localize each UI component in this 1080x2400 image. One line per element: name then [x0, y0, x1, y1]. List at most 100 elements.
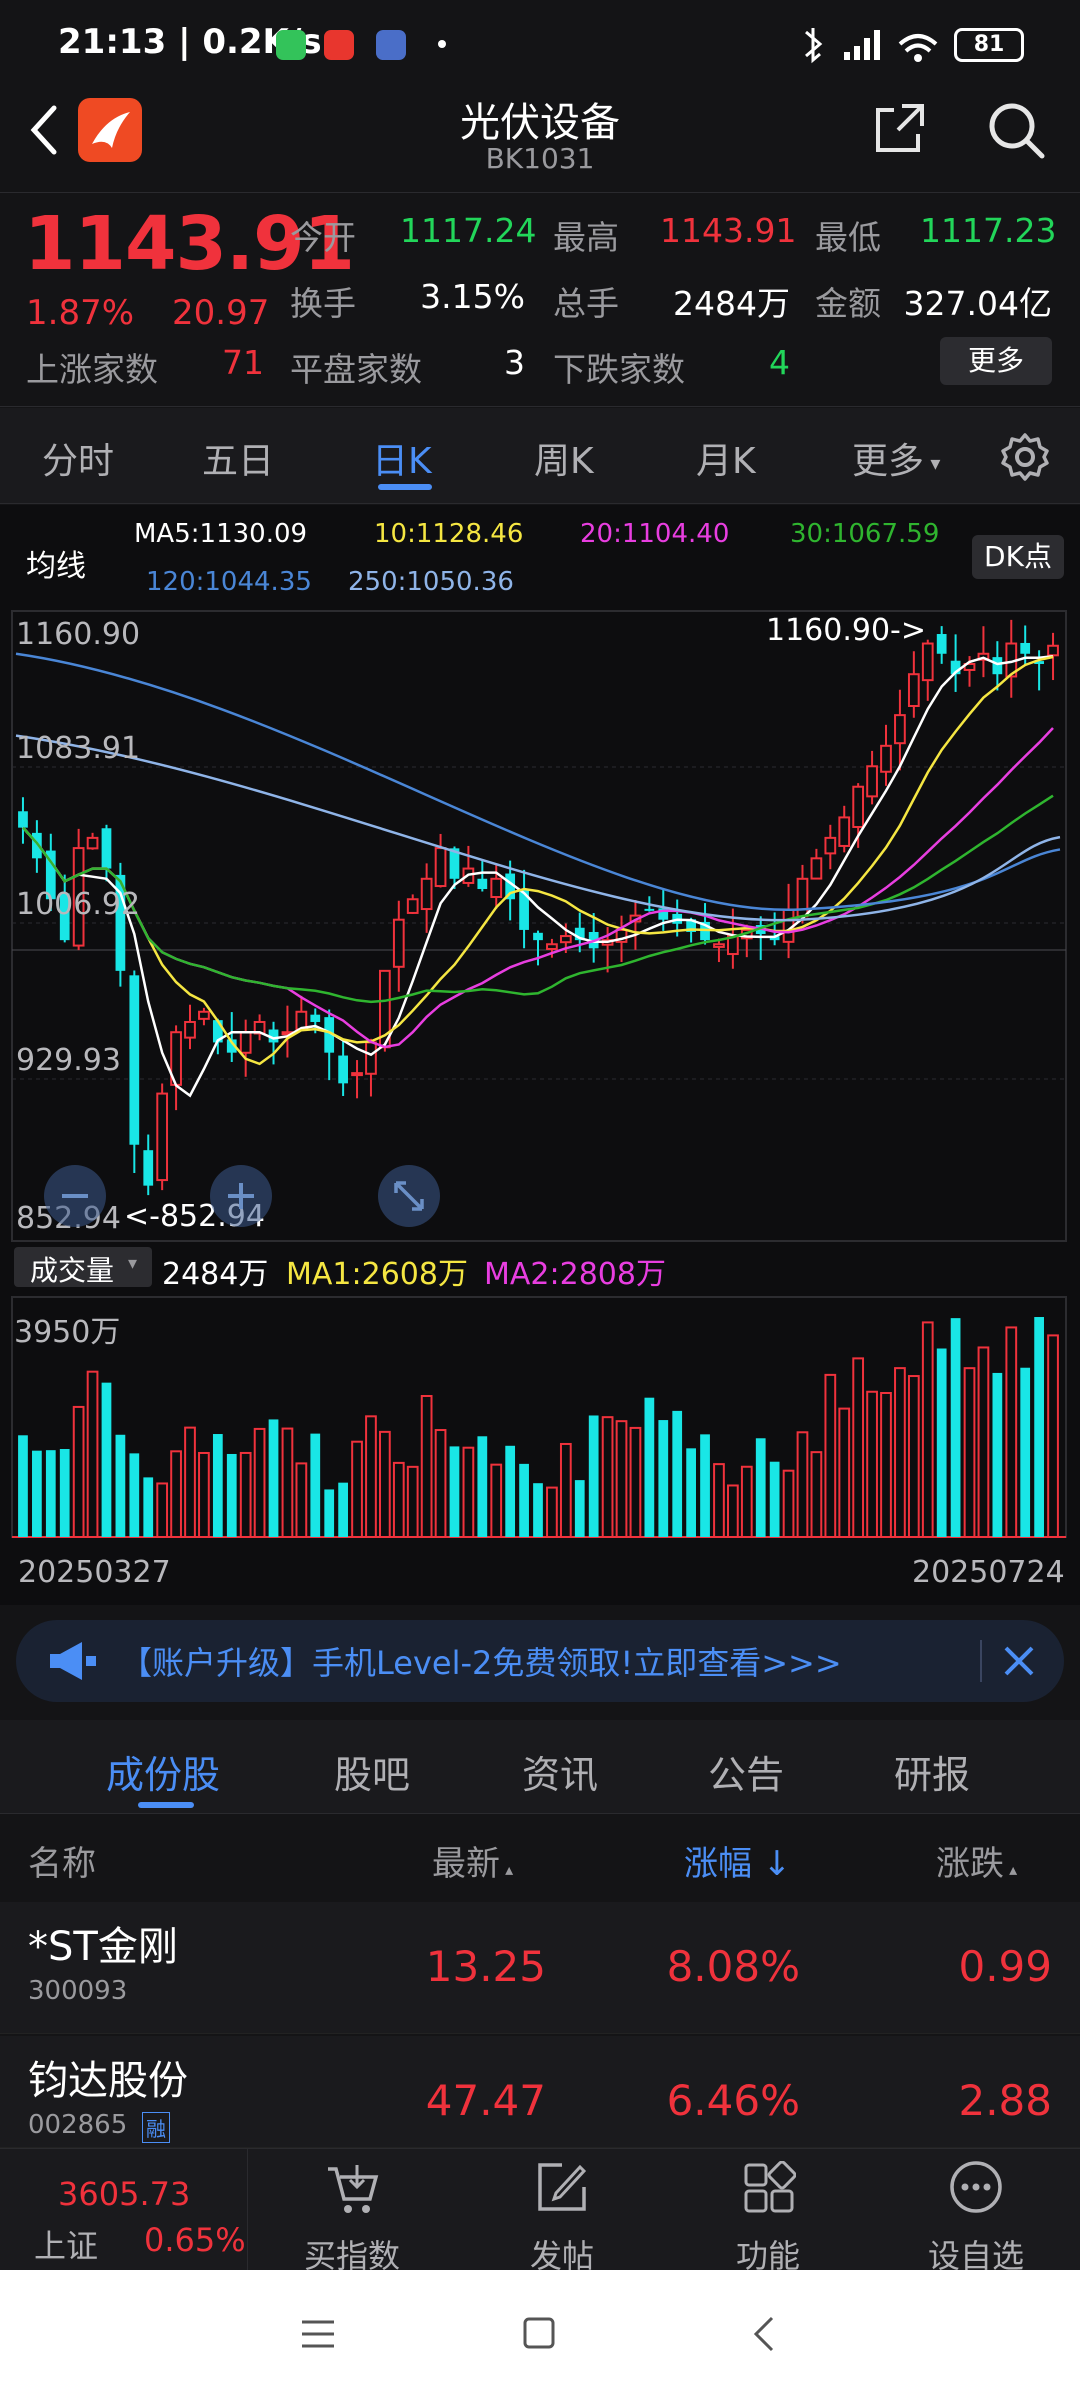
candle — [880, 744, 892, 773]
volume-bar — [810, 1451, 823, 1538]
active-subtab-indicator — [138, 1802, 194, 1808]
dk-point-button[interactable]: DK点 — [972, 535, 1064, 579]
margin-badge: 融 — [142, 2112, 170, 2143]
volume-bar — [310, 1433, 321, 1537]
buy-index-button[interactable]: 买指数 — [272, 2149, 432, 2275]
tab-constituents[interactable]: 成份股 — [106, 1753, 221, 1797]
status-bar: 21:13 | 0.2K/s 81 — [0, 0, 1080, 90]
volume-bar — [782, 1469, 795, 1538]
candle — [866, 765, 878, 798]
add-watchlist-button[interactable]: 设自选 — [896, 2149, 1056, 2275]
open-value: 1117.24 — [400, 211, 537, 250]
bottom-bar: 3605.73 上证 0.65% 买指数 发帖 功能 设自选 — [0, 2148, 1080, 2275]
volume-bar — [324, 1489, 335, 1537]
candle — [1047, 644, 1059, 657]
back-arrow-icon[interactable] — [22, 100, 66, 160]
fullscreen-button[interactable] — [378, 1165, 440, 1227]
tab-intraday[interactable]: 分时 — [42, 441, 115, 482]
volume-value: 2484万 — [673, 284, 790, 323]
candle — [392, 918, 405, 968]
table-header: 名称 最新 ▴ 涨幅 ↓ 涨跌 ▴ — [0, 1814, 1080, 1900]
volume-bar — [838, 1407, 851, 1538]
volume-indicator-label: 成交量 — [30, 1254, 115, 1287]
table-row[interactable]: 钧达股份 002865 融 47.47 6.46% 2.88 — [0, 2036, 1080, 2148]
promo-banner[interactable]: 【账户升级】手机Level-2免费领取!立即查看>>> — [16, 1620, 1064, 1702]
y-label-1: 1160.90 — [16, 617, 141, 652]
period-tabs: 分时 五日 日K 周K 月K 更多 ▾ — [0, 408, 1080, 504]
col-change-label: 涨跌 — [936, 1844, 1004, 1884]
home-icon[interactable] — [522, 2316, 556, 2350]
cart-icon — [328, 2165, 379, 2213]
volume-bar — [963, 1367, 976, 1539]
ma20-value: 20:1104.40 — [580, 519, 730, 549]
more-button[interactable]: 更多 — [940, 337, 1052, 385]
toutiao-notification-icon — [324, 30, 354, 60]
post-button[interactable]: 发帖 — [482, 2149, 642, 2275]
index-ticker[interactable]: 3605.73 上证 0.65% — [0, 2149, 248, 2271]
kline-chart[interactable]: 1160.90 1083.91 1006.92 929.93 852.94 11… — [0, 605, 1080, 1605]
volume-bar — [490, 1463, 503, 1538]
volume-ma2: MA2:2808万 — [484, 1257, 666, 1292]
tab-news[interactable]: 资讯 — [522, 1753, 599, 1797]
back-icon[interactable] — [752, 2316, 776, 2352]
close-icon[interactable] — [1000, 1642, 1038, 1680]
banner-text[interactable]: 【账户升级】手机Level-2免费领取!立即查看>>> — [120, 1644, 842, 1682]
zoom-out-button[interactable] — [44, 1165, 106, 1227]
flat-count-label: 平盘家数 — [290, 350, 422, 389]
volume-bar — [644, 1397, 655, 1537]
search-icon[interactable] — [986, 100, 1046, 160]
candle — [198, 1010, 210, 1020]
candle — [950, 660, 961, 675]
tab-five-day[interactable]: 五日 — [202, 441, 275, 482]
up-count-label: 上涨家数 — [26, 350, 158, 389]
table-row[interactable]: *ST金刚 300093 13.25 8.08% 0.99 — [0, 1902, 1080, 2034]
tab-more-label: 更多 — [852, 441, 925, 482]
candle — [1020, 642, 1031, 654]
volume-bar — [533, 1483, 543, 1537]
max-annotation: 1160.90-> — [766, 613, 927, 648]
zoom-in-button[interactable] — [210, 1165, 272, 1227]
buy-index-label: 买指数 — [303, 2237, 400, 2275]
tab-weekly-k[interactable]: 周K — [534, 441, 594, 482]
tab-announcements[interactable]: 公告 — [708, 1753, 785, 1797]
ma-title[interactable]: 均线 — [26, 549, 86, 584]
candle — [921, 642, 934, 682]
volume-bar — [574, 1480, 585, 1537]
candle — [838, 816, 851, 847]
volume-bar — [907, 1375, 920, 1539]
col-latest-label: 最新 — [432, 1844, 500, 1884]
tab-monthly-k[interactable]: 月K — [696, 441, 756, 482]
tab-research[interactable]: 研报 — [894, 1753, 971, 1797]
ma10-line — [22, 655, 1054, 1066]
index-value: 3605.73 — [58, 2175, 191, 2213]
tab-more[interactable]: 更多 ▾ — [852, 432, 940, 484]
gear-icon[interactable] — [1000, 432, 1050, 482]
index-name: 上证 — [34, 2227, 99, 2265]
volume-indicator-select[interactable]: 成交量 ▾ — [14, 1247, 152, 1287]
stock-latest: 13.25 — [425, 1942, 546, 1991]
menu-icon[interactable] — [300, 2318, 336, 2350]
volume-bar — [86, 1370, 99, 1538]
volume-bar — [1005, 1326, 1018, 1538]
functions-button[interactable]: 功能 — [688, 2149, 848, 2275]
candle — [490, 877, 503, 899]
volume-bar — [824, 1373, 837, 1538]
col-latest[interactable]: 最新 ▴ — [432, 1836, 513, 1885]
share-icon[interactable] — [872, 100, 928, 156]
col-change-pct[interactable]: 涨幅 ↓ — [684, 1836, 791, 1885]
volume-bar — [115, 1434, 126, 1537]
volume-bar — [769, 1461, 780, 1537]
kline-svg[interactable] — [0, 605, 1080, 1605]
up-count-value: 71 — [222, 343, 264, 382]
volume-bar — [1020, 1367, 1031, 1537]
col-change[interactable]: 涨跌 ▴ — [936, 1836, 1017, 1885]
tab-forum[interactable]: 股吧 — [334, 1753, 411, 1797]
tab-daily-k[interactable]: 日K — [372, 441, 432, 482]
high-value: 1143.91 — [660, 211, 797, 250]
volume-bar — [295, 1462, 308, 1538]
sector-code: BK1031 — [485, 142, 595, 175]
volume-bar — [672, 1410, 683, 1537]
volume-bar — [72, 1405, 85, 1538]
volume-bar — [365, 1415, 377, 1539]
candle — [212, 1020, 223, 1043]
